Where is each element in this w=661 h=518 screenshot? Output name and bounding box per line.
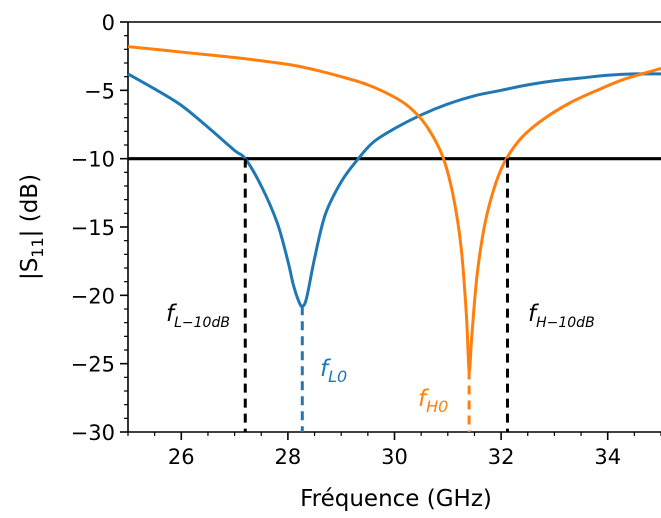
y-axis-label: |S11| (dB): [17, 174, 47, 280]
y-tick-label: −20: [71, 284, 115, 308]
annotation-fH-10dB: fH−10dB: [528, 301, 595, 331]
y-tick-label: 0: [102, 11, 115, 35]
annotation-fH0: fH0: [418, 386, 448, 416]
x-tick-label: 28: [275, 445, 302, 469]
y-tick-label: −5: [84, 79, 115, 103]
x-ticks: 26 28 30 32 34: [127, 432, 661, 469]
annotation-fL0: fL0: [320, 356, 347, 386]
plot-area: 26 28 30 32 34 0 −5 −10 −15 −20 −25 −30: [71, 11, 661, 469]
y-tick-label: −15: [71, 216, 115, 240]
x-tick-label: 34: [594, 445, 621, 469]
y-ticks: 0 −5 −10 −15 −20 −25 −30: [71, 11, 128, 445]
x-tick-label: 32: [488, 445, 515, 469]
y-tick-label: −25: [71, 353, 115, 377]
x-axis-label: Fréquence (GHz): [300, 486, 492, 512]
series-line-high-band: [127, 45, 661, 373]
annotation-fL-10dB: fL−10dB: [166, 301, 230, 331]
x-tick-label: 30: [381, 445, 408, 469]
x-tick-label: 26: [168, 445, 195, 469]
series-line-low-band: [127, 72, 661, 308]
y-tick-label: −10: [71, 148, 115, 172]
y-tick-label: −30: [71, 421, 115, 445]
